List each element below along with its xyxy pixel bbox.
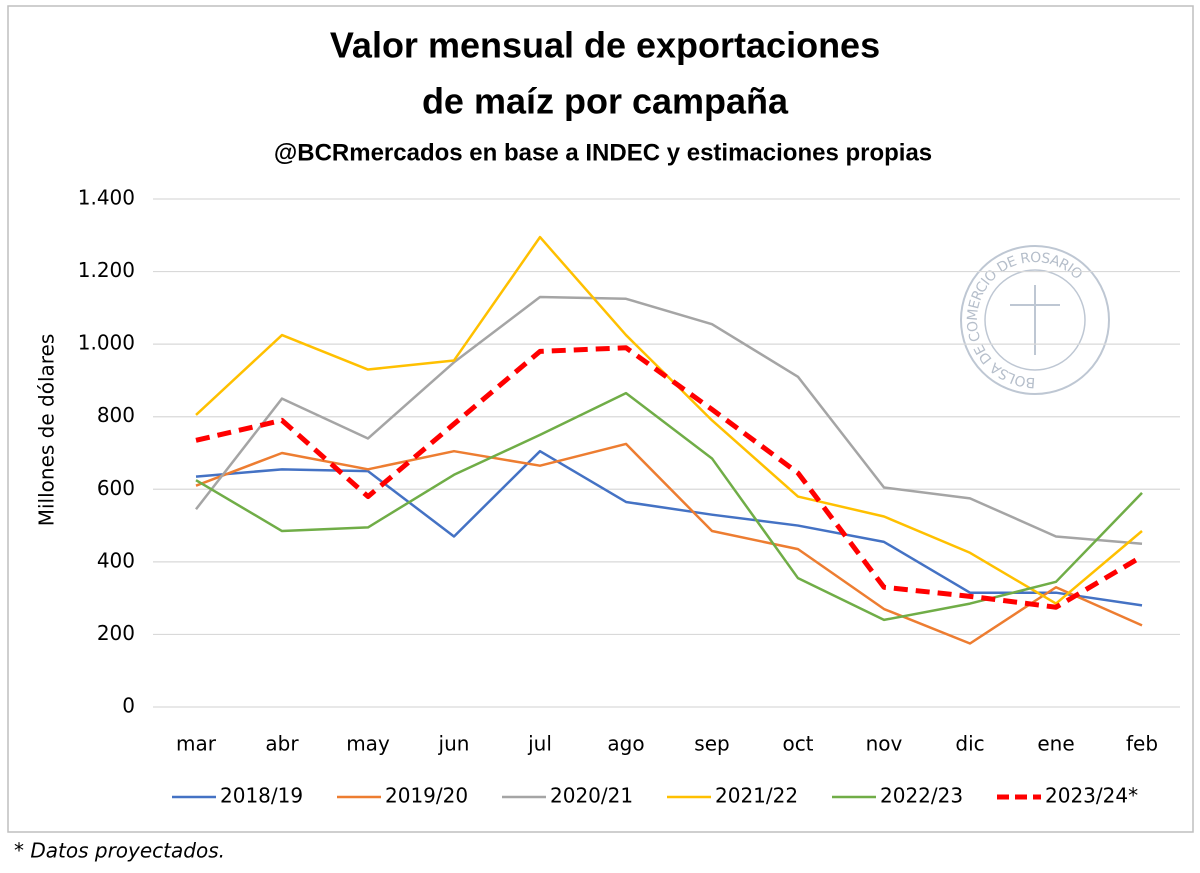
x-tick-label: ago	[607, 732, 644, 756]
series-line	[195, 449, 1143, 607]
x-tick-label: ene	[1037, 732, 1074, 756]
footnote: * Datos proyectados.	[14, 839, 225, 863]
series-line	[195, 235, 1143, 605]
series-line	[195, 442, 1143, 645]
legend-label: 2019/20	[385, 784, 468, 808]
legend-label: 2021/22	[715, 784, 798, 808]
x-tick-label: jun	[438, 732, 470, 756]
y-tick-label: 0	[122, 694, 135, 718]
x-tick-label: may	[346, 732, 390, 756]
chart-title: Valor mensual de exportaciones	[330, 25, 880, 66]
chart-border	[7, 5, 1194, 833]
y-tick-label: 1.000	[78, 331, 135, 355]
seal-ring	[960, 245, 1110, 395]
chart-title: de maíz por campaña	[422, 81, 789, 122]
y-tick-label: 1.200	[78, 258, 135, 282]
chart-subtitle: @BCRmercados en base a INDEC y estimacio…	[274, 139, 932, 166]
legend-label: 2022/23	[880, 784, 963, 808]
x-tick-label: mar	[176, 732, 217, 756]
x-tick-label: oct	[782, 732, 813, 756]
y-tick-label: 800	[97, 403, 135, 427]
seal-ring	[984, 269, 1086, 371]
x-tick-label: abr	[265, 732, 299, 756]
y-axis-label: Millones de dólares	[35, 334, 59, 527]
series-line	[195, 345, 1144, 610]
x-tick-label: nov	[866, 732, 903, 756]
legend-label: 2023/24*	[1045, 784, 1138, 808]
series-line	[195, 295, 1143, 545]
y-tick-label: 200	[97, 621, 135, 645]
legend-label: 2020/21	[550, 784, 633, 808]
x-tick-label: sep	[694, 732, 729, 756]
y-tick-label: 400	[97, 548, 135, 572]
legend-label: 2018/19	[220, 784, 303, 808]
x-tick-label: dic	[955, 732, 984, 756]
x-tick-label: feb	[1126, 732, 1158, 756]
y-tick-label: 1.400	[78, 186, 135, 210]
x-tick-label: jul	[527, 732, 552, 756]
y-tick-label: 600	[97, 476, 135, 500]
